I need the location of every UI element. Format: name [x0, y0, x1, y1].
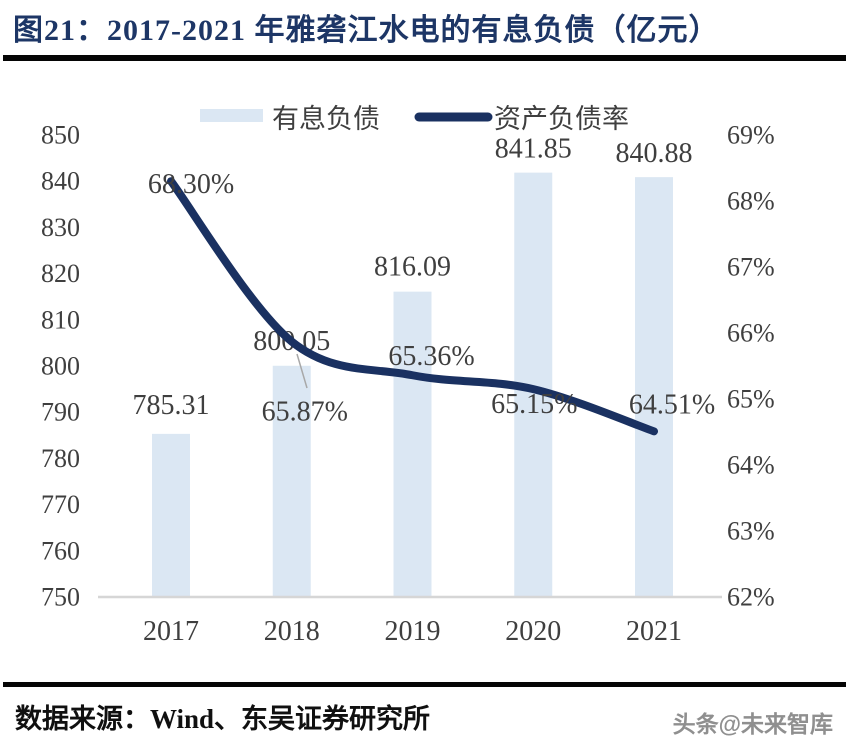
watermark-label: 头条@未来智库	[672, 711, 833, 737]
left-axis-tick: 780	[41, 444, 80, 473]
ratio-line-series	[167, 177, 658, 436]
bar-value-label-2021: 840.88	[616, 138, 693, 169]
x-axis-label-2018: 2018	[264, 616, 320, 647]
ratio-value-label-2018: 65.87%	[262, 397, 348, 428]
right-axis-tick: 65%	[727, 385, 775, 414]
title-divider-rule	[3, 55, 846, 61]
bar-value-label-2019: 816.09	[374, 252, 451, 283]
label-leader-line-2018	[296, 353, 308, 389]
left-axis-tick: 810	[41, 305, 80, 334]
x-axis-label-2019: 2019	[385, 616, 441, 647]
ratio-value-label-2021: 64.51%	[629, 389, 715, 420]
legend-label-ratio: 资产负债率	[494, 104, 629, 134]
bar-2017	[152, 433, 190, 597]
chart-canvas: 有息负债 资产负债率 850 840 830 820 810 800 790 780 770 760 7…	[41, 104, 775, 647]
ratio-value-label-2019: 65.36%	[388, 341, 474, 372]
left-axis-tick: 800	[41, 352, 80, 381]
chart-title: 图21：2017-2021 年雅砻江水电的有息负债（亿元）	[13, 14, 720, 47]
left-axis-tick: 840	[41, 167, 80, 196]
left-axis-tick: 750	[41, 583, 80, 612]
right-axis-tick: 68%	[727, 187, 775, 216]
bar-2021	[635, 177, 673, 597]
left-axis-tick: 760	[41, 536, 80, 565]
right-axis-tick: 63%	[727, 517, 775, 546]
ratio-value-label-2020: 65.15%	[491, 389, 577, 420]
x-axis-label-2020: 2020	[505, 616, 561, 647]
left-axis-tick: 820	[41, 259, 80, 288]
bar-2018	[272, 365, 311, 597]
x-axis-label-2021: 2021	[626, 616, 682, 647]
data-source-note: 数据来源：Wind、东吴证券研究所	[15, 704, 431, 734]
left-axis-tick: 850	[41, 121, 80, 150]
bar-value-label-2017: 785.31	[133, 390, 210, 421]
left-axis-tick: 770	[41, 490, 80, 519]
right-axis-tick: 66%	[727, 319, 775, 348]
right-axis-tick: 67%	[727, 253, 775, 282]
bar-2019	[393, 291, 432, 597]
right-axis-tick: 69%	[727, 121, 775, 150]
right-axis-tick: 62%	[727, 583, 775, 612]
legend-label-debt: 有息负债	[272, 104, 380, 134]
legend-swatch-debt-bar	[200, 109, 263, 122]
left-axis-tick: 790	[41, 398, 80, 427]
right-axis-tick: 64%	[727, 451, 775, 480]
bar-value-label-2020: 841.85	[495, 134, 572, 165]
footer-divider-rule	[3, 682, 846, 687]
left-axis-tick: 830	[41, 213, 80, 242]
ratio-value-label-2017: 68.30%	[148, 169, 234, 200]
x-axis-label-2017: 2017	[143, 616, 199, 647]
